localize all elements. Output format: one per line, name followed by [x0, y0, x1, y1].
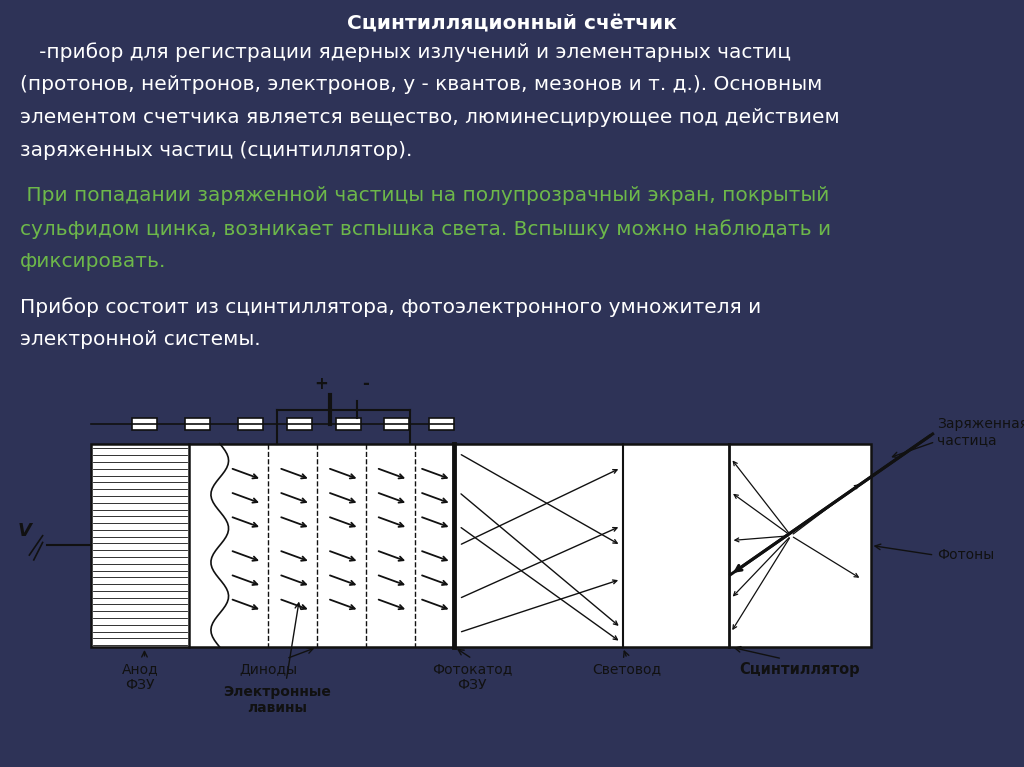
- Bar: [455, 443, 870, 647]
- Text: Световод: Световод: [593, 662, 662, 676]
- Text: Анод
ФЗУ: Анод ФЗУ: [122, 662, 159, 692]
- Text: Сцинтиллятор: Сцинтиллятор: [739, 662, 860, 676]
- Text: Диноды: Диноды: [240, 662, 298, 676]
- Text: заряженных частиц (сцинтиллятор).: заряженных частиц (сцинтиллятор).: [20, 141, 413, 160]
- Text: -прибор для регистрации ядерных излучений и элементарных частиц: -прибор для регистрации ядерных излучени…: [20, 42, 791, 61]
- Text: Фотоны: Фотоны: [937, 548, 994, 562]
- Bar: [91, 443, 455, 647]
- Text: сульфидом цинка, возникает вспышка света. Вспышку можно наблюдать и: сульфидом цинка, возникает вспышка света…: [20, 219, 831, 239]
- Text: (протонов, нейтронов, электронов, у - квантов, мезонов и т. д.). Основным: (протонов, нейтронов, электронов, у - кв…: [20, 75, 822, 94]
- Text: Заряженная
частица: Заряженная частица: [937, 417, 1024, 447]
- Text: Фотокатод
ФЗУ: Фотокатод ФЗУ: [432, 662, 512, 692]
- Text: электронной системы.: электронной системы.: [20, 331, 261, 350]
- Text: При попадании заряженной частицы на полупрозрачный экран, покрытый: При попадании заряженной частицы на полу…: [20, 186, 829, 206]
- Bar: [336, 419, 360, 430]
- Text: Электронные
лавины: Электронные лавины: [223, 685, 331, 715]
- Bar: [185, 419, 210, 430]
- Text: фиксировать.: фиксировать.: [20, 252, 166, 272]
- Bar: [132, 419, 157, 430]
- Text: элементом счетчика является вещество, люминесцирующее под действием: элементом счетчика является вещество, лю…: [20, 108, 840, 127]
- Text: Сцинтилляционный счётчик: Сцинтилляционный счётчик: [347, 14, 677, 33]
- Bar: [429, 419, 454, 430]
- Text: +: +: [314, 375, 329, 393]
- Bar: [239, 419, 263, 430]
- Text: Прибор состоит из сцинтиллятора, фотоэлектронного умножителя и: Прибор состоит из сцинтиллятора, фотоэле…: [20, 298, 761, 317]
- Text: V: V: [18, 522, 32, 540]
- Bar: [384, 419, 410, 430]
- Bar: [287, 419, 312, 430]
- Text: -: -: [362, 375, 370, 393]
